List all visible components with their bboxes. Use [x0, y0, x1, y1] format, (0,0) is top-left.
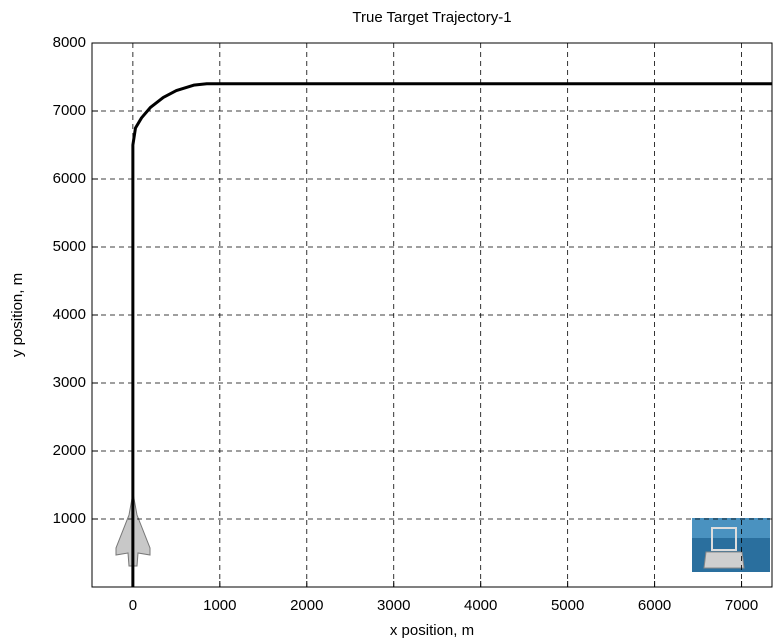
x-tick-label: 6000: [638, 597, 671, 614]
y-tick-label: 1000: [53, 510, 86, 527]
x-tick-label: 1000: [203, 597, 236, 614]
y-tick-label: 2000: [53, 442, 86, 459]
x-tick-label: 4000: [464, 597, 497, 614]
x-tick-label: 7000: [725, 597, 758, 614]
x-tick-label: 5000: [551, 597, 584, 614]
y-axis-label: y position, m: [9, 273, 26, 357]
trajectory-line: [131, 82, 772, 587]
y-tick-label: 8000: [53, 34, 86, 51]
x-tick-label: 0: [129, 597, 137, 614]
y-tick-label: 5000: [53, 238, 86, 255]
chart-title: True Target Trajectory-1: [352, 9, 511, 26]
y-tick-label: 7000: [53, 102, 86, 119]
x-axis-label: x position, m: [390, 622, 474, 639]
y-tick-label: 6000: [53, 170, 86, 187]
y-tick-label: 4000: [53, 306, 86, 323]
plot-frame: [91, 42, 773, 588]
x-tick-label: 3000: [377, 597, 410, 614]
radar-icon: [692, 518, 770, 572]
y-tick-label: 3000: [53, 374, 86, 391]
x-tick-label: 2000: [290, 597, 323, 614]
